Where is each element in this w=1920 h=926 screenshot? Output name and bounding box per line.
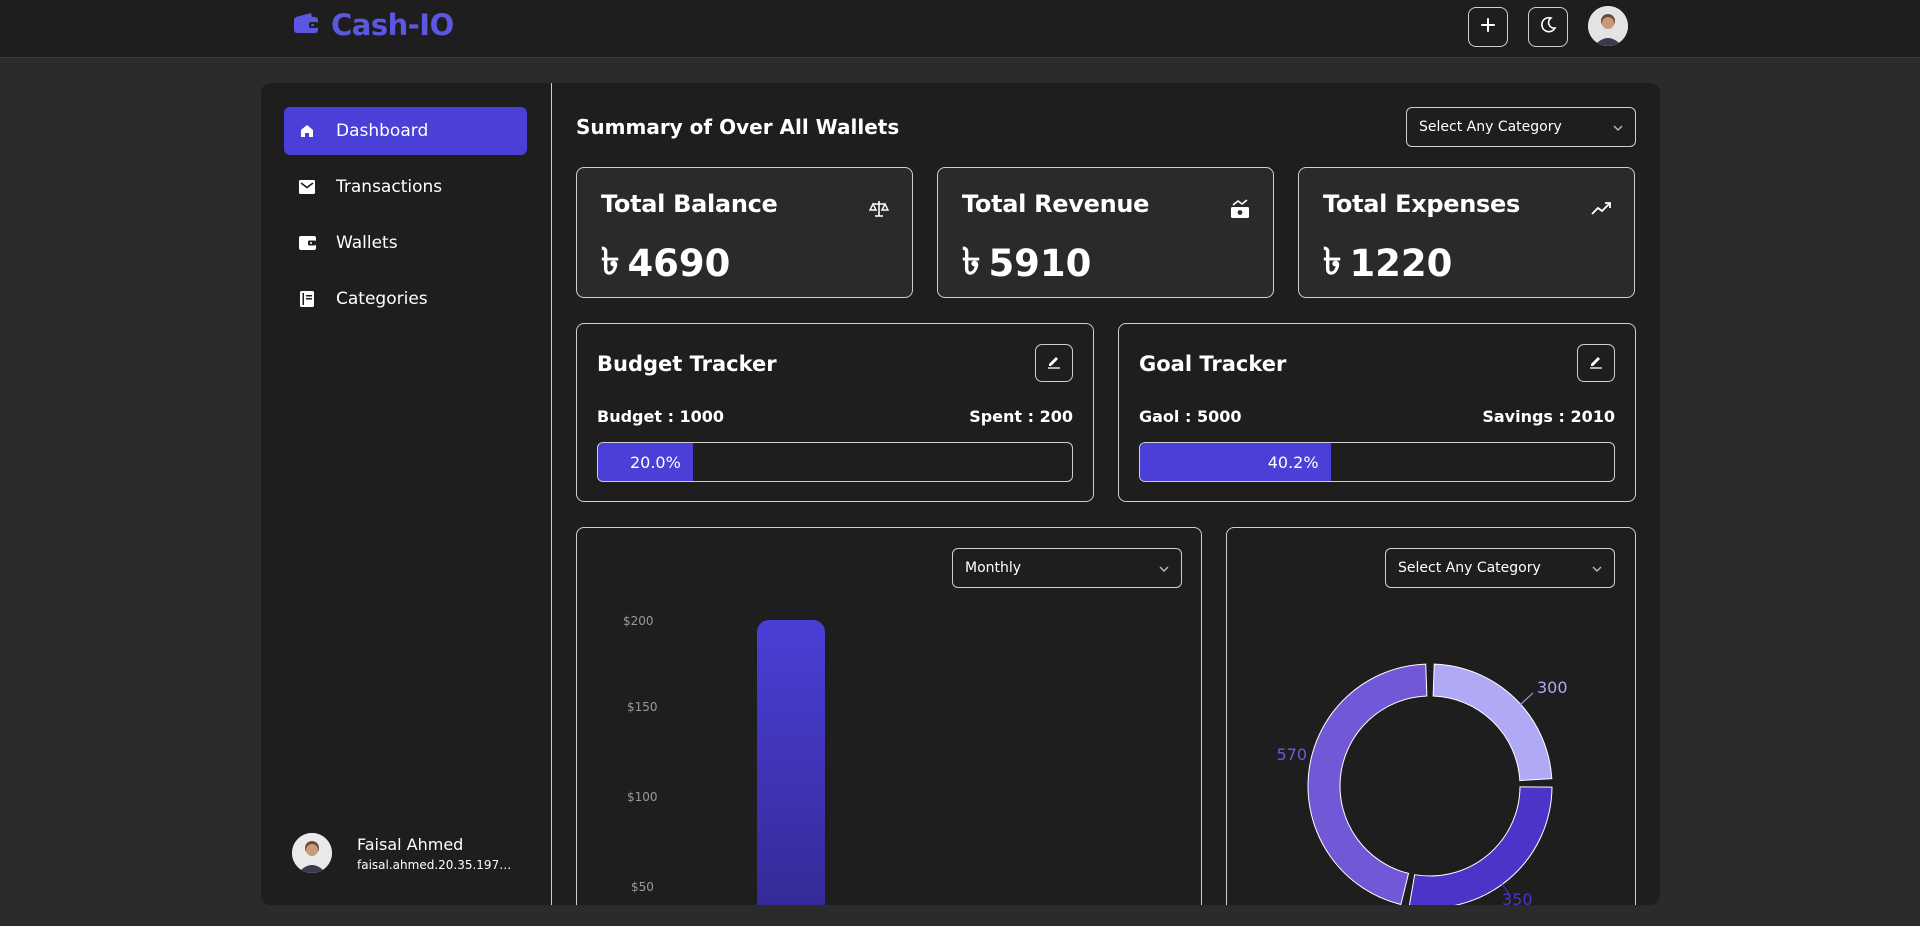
savings-amount: Savings : 2010 (1482, 407, 1615, 426)
sidebar-item-dashboard[interactable]: Dashboard (284, 107, 527, 155)
envelope-icon (298, 178, 316, 196)
moon-icon (1539, 16, 1557, 38)
sidebar-item-categories[interactable]: Categories (284, 275, 527, 323)
category-select-value: Select Any Category (1419, 119, 1562, 135)
edit-icon (1588, 353, 1604, 373)
y-tick-label: $150 (627, 700, 658, 714)
page-title: Summary of Over All Wallets (576, 115, 900, 139)
plus-icon (1480, 17, 1496, 37)
budget-progress-bar: 20.0% (597, 442, 1073, 482)
total-expenses-card: Total Expenses ৳ 1220 (1298, 167, 1635, 298)
goal-progress-fill: 40.2% (1140, 443, 1331, 481)
donut-label-line (1501, 883, 1510, 895)
chevron-down-icon (1613, 119, 1623, 135)
chevron-down-icon (1592, 560, 1602, 576)
donut-slice[interactable] (1307, 663, 1428, 905)
donut-data-label: 570 (1276, 745, 1307, 764)
y-tick-label: $100 (627, 790, 658, 804)
profile-avatar[interactable] (1588, 6, 1628, 46)
sidebar-item-transactions[interactable]: Transactions (284, 163, 527, 211)
donut-data-label: 350 (1502, 890, 1533, 905)
user-email: faisal.ahmed.20.35.197@g... (357, 857, 517, 872)
donut-slice[interactable] (1432, 663, 1553, 782)
donut-slice[interactable] (1408, 786, 1553, 905)
wallet-logo-icon (293, 12, 319, 38)
budget-summary-row: Budget : 1000 Spent : 200 (597, 407, 1073, 426)
budget-percent: 20.0% (629, 452, 681, 472)
edit-goal-button[interactable] (1577, 344, 1615, 382)
stat-amount: 4690 (627, 242, 731, 285)
stat-title: Total Expenses (1323, 190, 1520, 218)
stat-value: ৳ 5910 (962, 232, 1091, 295)
sidebar-item-wallets[interactable]: Wallets (284, 219, 527, 267)
sidebar: Dashboard Transactions Wallets Categorie… (261, 83, 552, 905)
spent-amount: Spent : 200 (969, 407, 1073, 426)
budget-tracker-title: Budget Tracker (597, 352, 777, 376)
avatar (292, 833, 332, 873)
sidebar-item-label: Wallets (336, 233, 398, 253)
stat-title: Total Balance (601, 190, 778, 218)
currency-symbol: ৳ (601, 240, 620, 283)
stat-amount: 5910 (988, 242, 1092, 285)
goal-tracker-title: Goal Tracker (1139, 352, 1287, 376)
edit-budget-button[interactable] (1035, 344, 1073, 382)
currency-symbol: ৳ (962, 240, 981, 283)
goal-tracker-card: Goal Tracker Gaol : 5000 Savings : 2010 … (1118, 323, 1636, 502)
y-tick-label: $50 (631, 880, 654, 894)
period-select[interactable]: Monthly (952, 548, 1182, 588)
sidebar-item-label: Transactions (336, 177, 443, 197)
stat-title: Total Revenue (962, 190, 1150, 218)
edit-icon (1046, 353, 1062, 373)
goal-percent: 40.2% (1267, 452, 1319, 472)
add-button[interactable] (1468, 7, 1508, 47)
donut-chart: 300 350 570 (1276, 663, 1568, 905)
donut-chart-card: Select Any Category 300 350 570 (1226, 527, 1636, 905)
book-icon (298, 290, 316, 308)
scale-icon (868, 198, 890, 220)
donut-data-label: 300 (1537, 678, 1568, 697)
budget-amount: Budget : 1000 (597, 407, 725, 426)
trend-icon (1590, 198, 1612, 220)
bar-chart (757, 620, 825, 905)
wallet-icon (298, 234, 316, 252)
goal-amount: Gaol : 5000 (1139, 407, 1242, 426)
stat-value: ৳ 4690 (601, 232, 730, 295)
stat-value: ৳ 1220 (1323, 232, 1452, 295)
theme-toggle-button[interactable] (1528, 7, 1568, 47)
category-select[interactable]: Select Any Category (1406, 107, 1636, 147)
bar-chart-card: Monthly $200 $150 $100 $50 (576, 527, 1202, 905)
budget-tracker-card: Budget Tracker Budget : 1000 Spent : 200… (576, 323, 1094, 502)
total-balance-card: Total Balance ৳ 4690 (576, 167, 913, 298)
home-icon (298, 122, 316, 140)
pie-category-select-value: Select Any Category (1398, 560, 1541, 576)
top-bar: Cash-IO (0, 0, 1920, 58)
budget-progress-fill: 20.0% (598, 443, 693, 481)
currency-symbol: ৳ (1323, 240, 1342, 283)
user-name: Faisal Ahmed (357, 834, 464, 854)
user-profile[interactable]: Faisal Ahmed faisal.ahmed.20.35.197@g... (292, 833, 517, 873)
money-icon (1229, 198, 1251, 220)
goal-progress-bar: 40.2% (1139, 442, 1615, 482)
donut-label-line (1314, 759, 1327, 763)
bar[interactable] (757, 620, 825, 905)
donut-label-line (1518, 692, 1534, 707)
y-tick-label: $200 (623, 614, 654, 628)
chevron-down-icon (1159, 560, 1169, 576)
period-select-value: Monthly (965, 560, 1022, 576)
pie-category-select[interactable]: Select Any Category (1385, 548, 1615, 588)
dashboard-content: Summary of Over All Wallets Select Any C… (576, 83, 1636, 905)
goal-summary-row: Gaol : 5000 Savings : 2010 (1139, 407, 1615, 426)
app-name: Cash-IO (331, 8, 454, 42)
main-panel: Dashboard Transactions Wallets Categorie… (261, 83, 1660, 905)
brand[interactable]: Cash-IO (293, 8, 454, 42)
total-revenue-card: Total Revenue ৳ 5910 (937, 167, 1274, 298)
sidebar-item-label: Dashboard (336, 121, 429, 141)
stat-amount: 1220 (1349, 242, 1453, 285)
sidebar-item-label: Categories (336, 289, 428, 309)
